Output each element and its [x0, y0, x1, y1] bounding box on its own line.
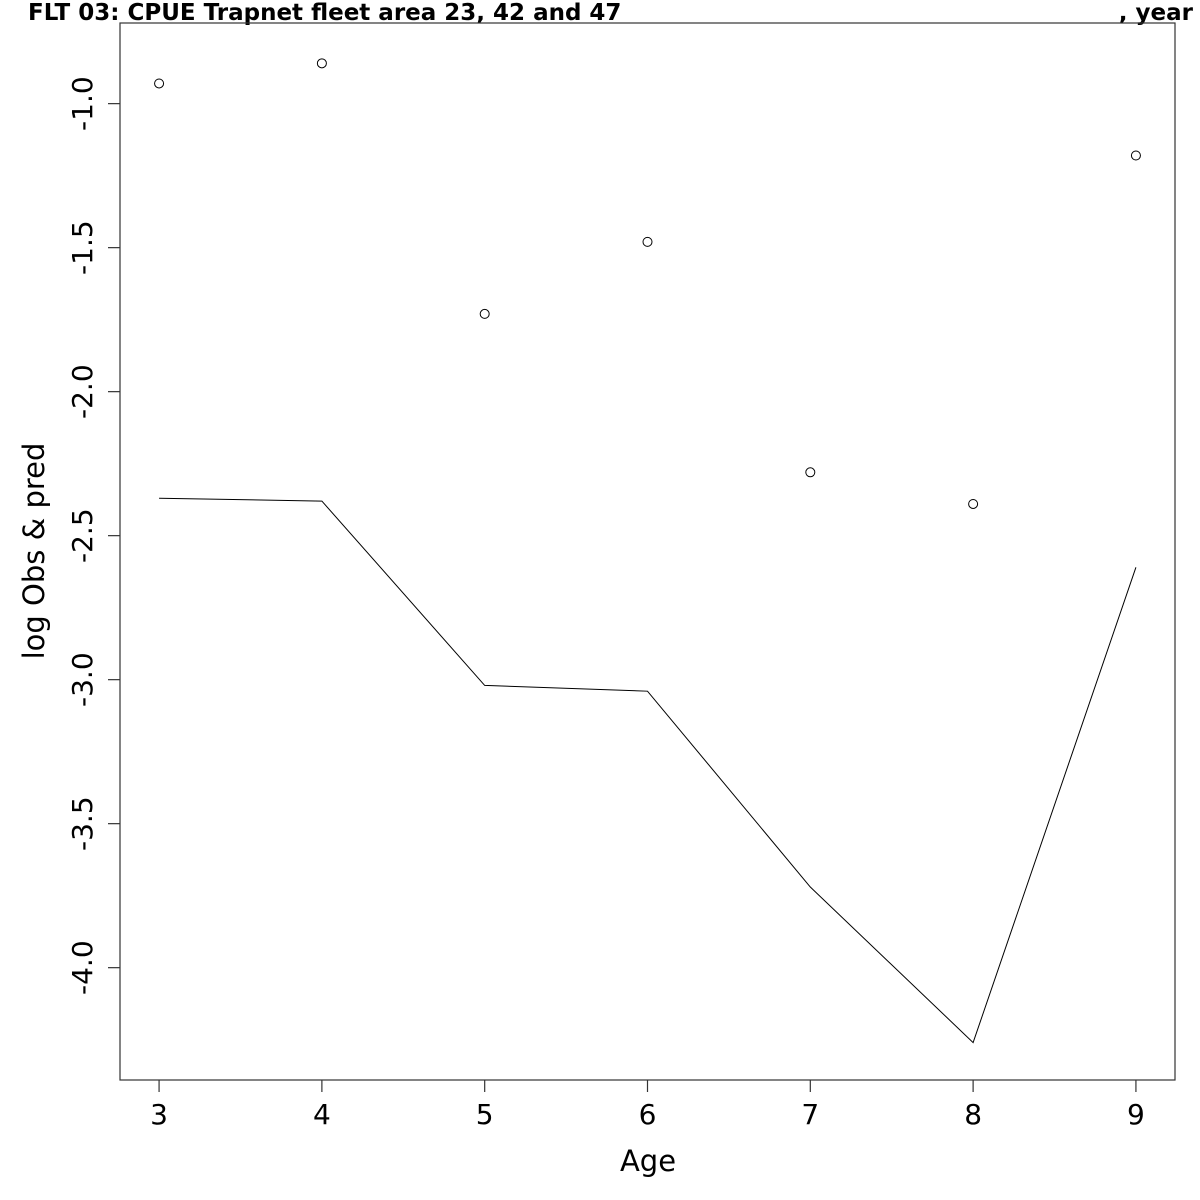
x-tick-label-4: 7 — [801, 1098, 819, 1131]
obs-point-6 — [1130, 150, 1141, 161]
y-tick-label-5: -1.5 — [66, 220, 99, 275]
x-axis: 3 4 5 6 7 8 9 — [150, 1080, 1145, 1131]
obs-point-3 — [642, 236, 653, 247]
x-tick-label-2: 5 — [476, 1098, 494, 1131]
obs-point-5 — [968, 498, 979, 509]
y-tick-label-6: -1.0 — [66, 76, 99, 131]
x-tick-label-6: 9 — [1127, 1098, 1145, 1131]
obs-point-2 — [479, 308, 490, 319]
obs-point-4 — [805, 467, 816, 478]
chart-title-suffix: , year — [1119, 0, 1194, 26]
y-axis: -4.0 -3.5 -3.0 -2.5 -2.0 -1.5 -1.0 — [66, 76, 120, 995]
x-axis-label: Age — [620, 1144, 676, 1178]
pred-line — [159, 497, 1137, 1044]
obs-point-0 — [154, 78, 165, 89]
y-axis-label: log Obs & pred — [17, 443, 51, 660]
x-tick-label-0: 3 — [150, 1098, 168, 1131]
y-tick-label-4: -2.0 — [66, 364, 99, 419]
x-tick-label-3: 6 — [639, 1098, 657, 1131]
plot-frame — [119, 22, 1176, 1081]
chart-title: FLT 03: CPUE Trapnet fleet area 23, 42 a… — [28, 0, 621, 26]
obs-point-1 — [316, 58, 327, 69]
y-tick-label-2: -3.0 — [66, 652, 99, 707]
y-tick-label-3: -2.5 — [66, 508, 99, 563]
x-tick-label-1: 4 — [313, 1098, 331, 1131]
series-layer — [154, 58, 1141, 1044]
y-tick-label-1: -3.5 — [66, 796, 99, 851]
y-tick-label-0: -4.0 — [66, 940, 99, 995]
x-tick-label-5: 8 — [964, 1098, 982, 1131]
